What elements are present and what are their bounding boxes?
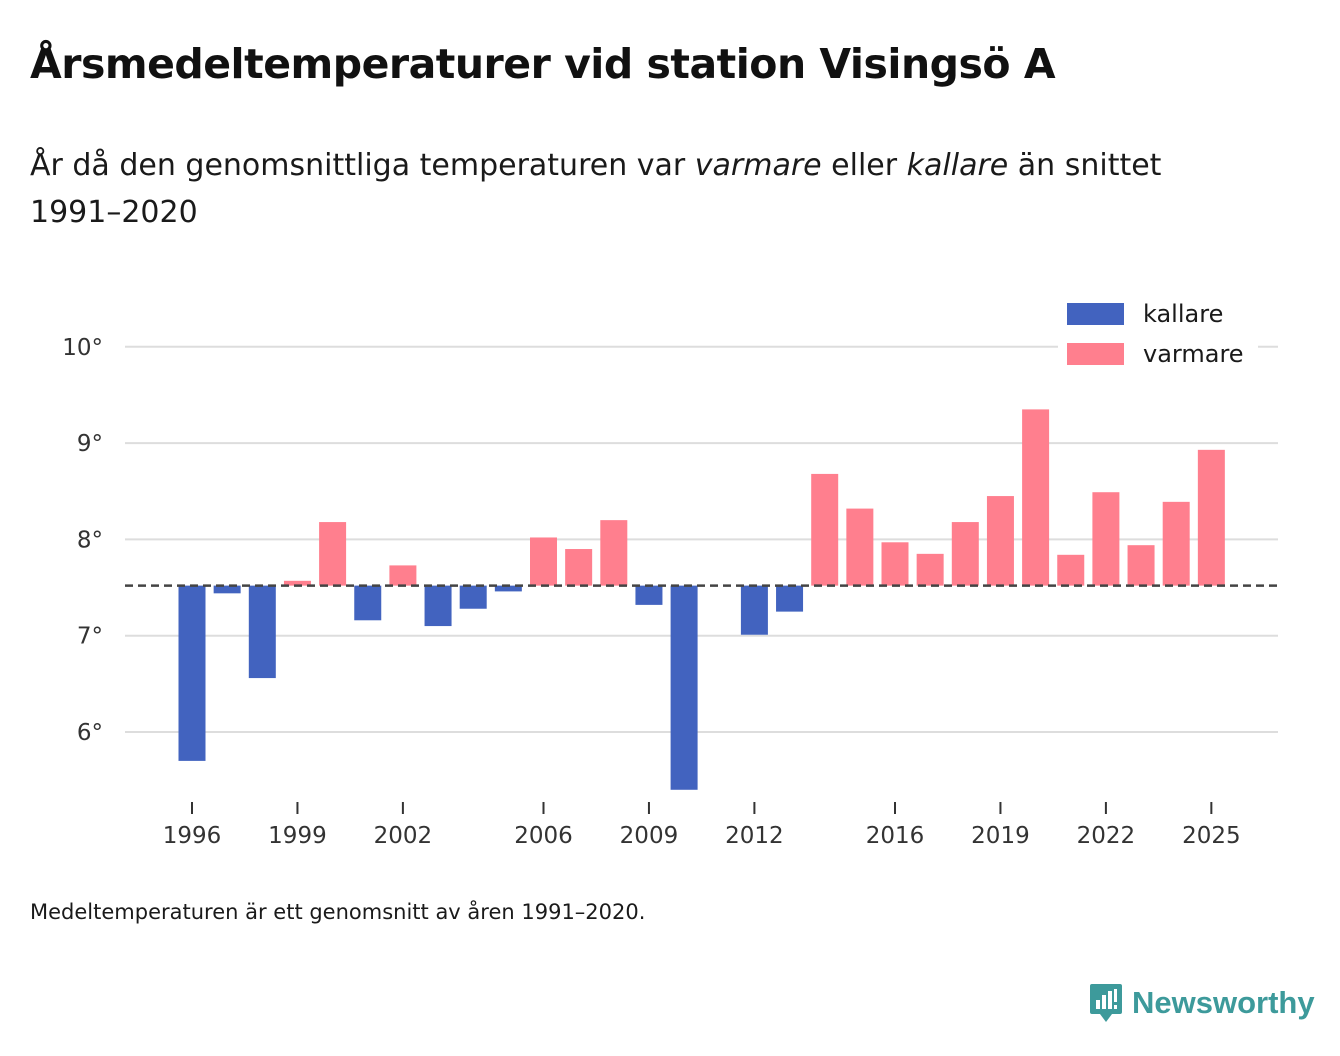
subtitle-text-pre: År då den genomsnittliga temperaturen va…: [30, 148, 695, 183]
bar-1996[interactable]: [178, 585, 206, 761]
gridlines: [125, 345, 1278, 733]
bar-2006[interactable]: [530, 537, 557, 586]
x-tick-label: 2025: [1182, 823, 1241, 849]
bar-2001[interactable]: [354, 585, 382, 621]
x-tick-label: 2019: [971, 823, 1030, 849]
bars: [178, 409, 1225, 790]
x-tick-label: 2016: [866, 823, 925, 849]
x-tick-label: 2002: [374, 823, 433, 849]
bar-2000[interactable]: [319, 522, 347, 586]
y-tick-label: 10°: [62, 335, 103, 361]
bar-2010[interactable]: [670, 585, 698, 790]
subtitle-cold-word: kallare: [906, 148, 1009, 183]
bar-2003[interactable]: [424, 585, 452, 627]
bar-2018[interactable]: [951, 522, 979, 586]
bar-2023[interactable]: [1127, 545, 1155, 586]
x-tick-label: 2012: [725, 823, 784, 849]
x-axis-ticks: 1996 1999 2002 2006 2009 2012 2016 2019 2022 2025: [163, 802, 1241, 849]
bar-1998[interactable]: [248, 585, 276, 679]
bar-2016[interactable]: [881, 542, 909, 586]
bar-2017[interactable]: [916, 553, 944, 586]
bar-2015[interactable]: [846, 508, 874, 586]
bar-2012[interactable]: [740, 585, 768, 635]
bar-2002[interactable]: [389, 565, 417, 586]
legend: kallare varmare: [1058, 292, 1258, 376]
subtitle-text-post: än snittet 1991–2020: [30, 148, 1162, 230]
bar-2019[interactable]: [986, 496, 1014, 586]
brand-name: Newsworthy: [1132, 985, 1315, 1020]
bar-2021[interactable]: [1057, 554, 1085, 586]
footnote: Medeltemperaturen är ett genomsnitt av å…: [30, 900, 646, 924]
bar-2024[interactable]: [1162, 501, 1190, 586]
legend-label-varmare[interactable]: varmare: [1143, 340, 1244, 368]
x-tick-label: 1996: [163, 823, 222, 849]
bar-2007[interactable]: [565, 549, 593, 586]
subtitle-warm-word: varmare: [694, 148, 822, 183]
legend-label-kallare[interactable]: kallare: [1143, 300, 1223, 328]
newsworthy-logo-icon: [1090, 984, 1122, 1022]
bar-2008[interactable]: [600, 520, 628, 586]
bar-2022[interactable]: [1092, 492, 1120, 586]
y-tick-label: 6°: [77, 720, 103, 746]
bar-chart: 6° 7° 8° 9° 10° 1996 1999 2002 2006 2009 2012 2016…: [62, 292, 1278, 849]
y-tick-label: 9°: [77, 431, 103, 457]
bar-2014[interactable]: [811, 473, 839, 586]
x-tick-label: 2006: [514, 823, 573, 849]
legend-swatch-varmare[interactable]: [1067, 343, 1124, 365]
brand-logo[interactable]: Newsworthy: [1088, 982, 1315, 1024]
bar-2005[interactable]: [494, 585, 522, 592]
bar-2004[interactable]: [459, 585, 487, 609]
x-tick-label: 2009: [620, 823, 679, 849]
bar-2009[interactable]: [635, 585, 663, 605]
bar-2020[interactable]: [1022, 409, 1050, 586]
y-axis-ticks: 6° 7° 8° 9° 10°: [62, 335, 103, 746]
chart-subtitle: År då den genomsnittliga temperaturen va…: [30, 142, 1230, 236]
x-tick-label: 2022: [1077, 823, 1136, 849]
legend-swatch-kallare[interactable]: [1067, 303, 1124, 325]
y-tick-label: 7°: [77, 624, 103, 650]
subtitle-text-mid: eller: [821, 148, 907, 183]
bar-2013[interactable]: [776, 585, 804, 612]
y-tick-label: 8°: [77, 527, 103, 553]
bar-1999[interactable]: [283, 580, 311, 586]
bar-1997[interactable]: [213, 585, 241, 594]
chart-title: Årsmedeltemperaturer vid station Visings…: [30, 40, 1056, 88]
bar-2025[interactable]: [1197, 449, 1225, 586]
x-tick-label: 1999: [268, 823, 327, 849]
